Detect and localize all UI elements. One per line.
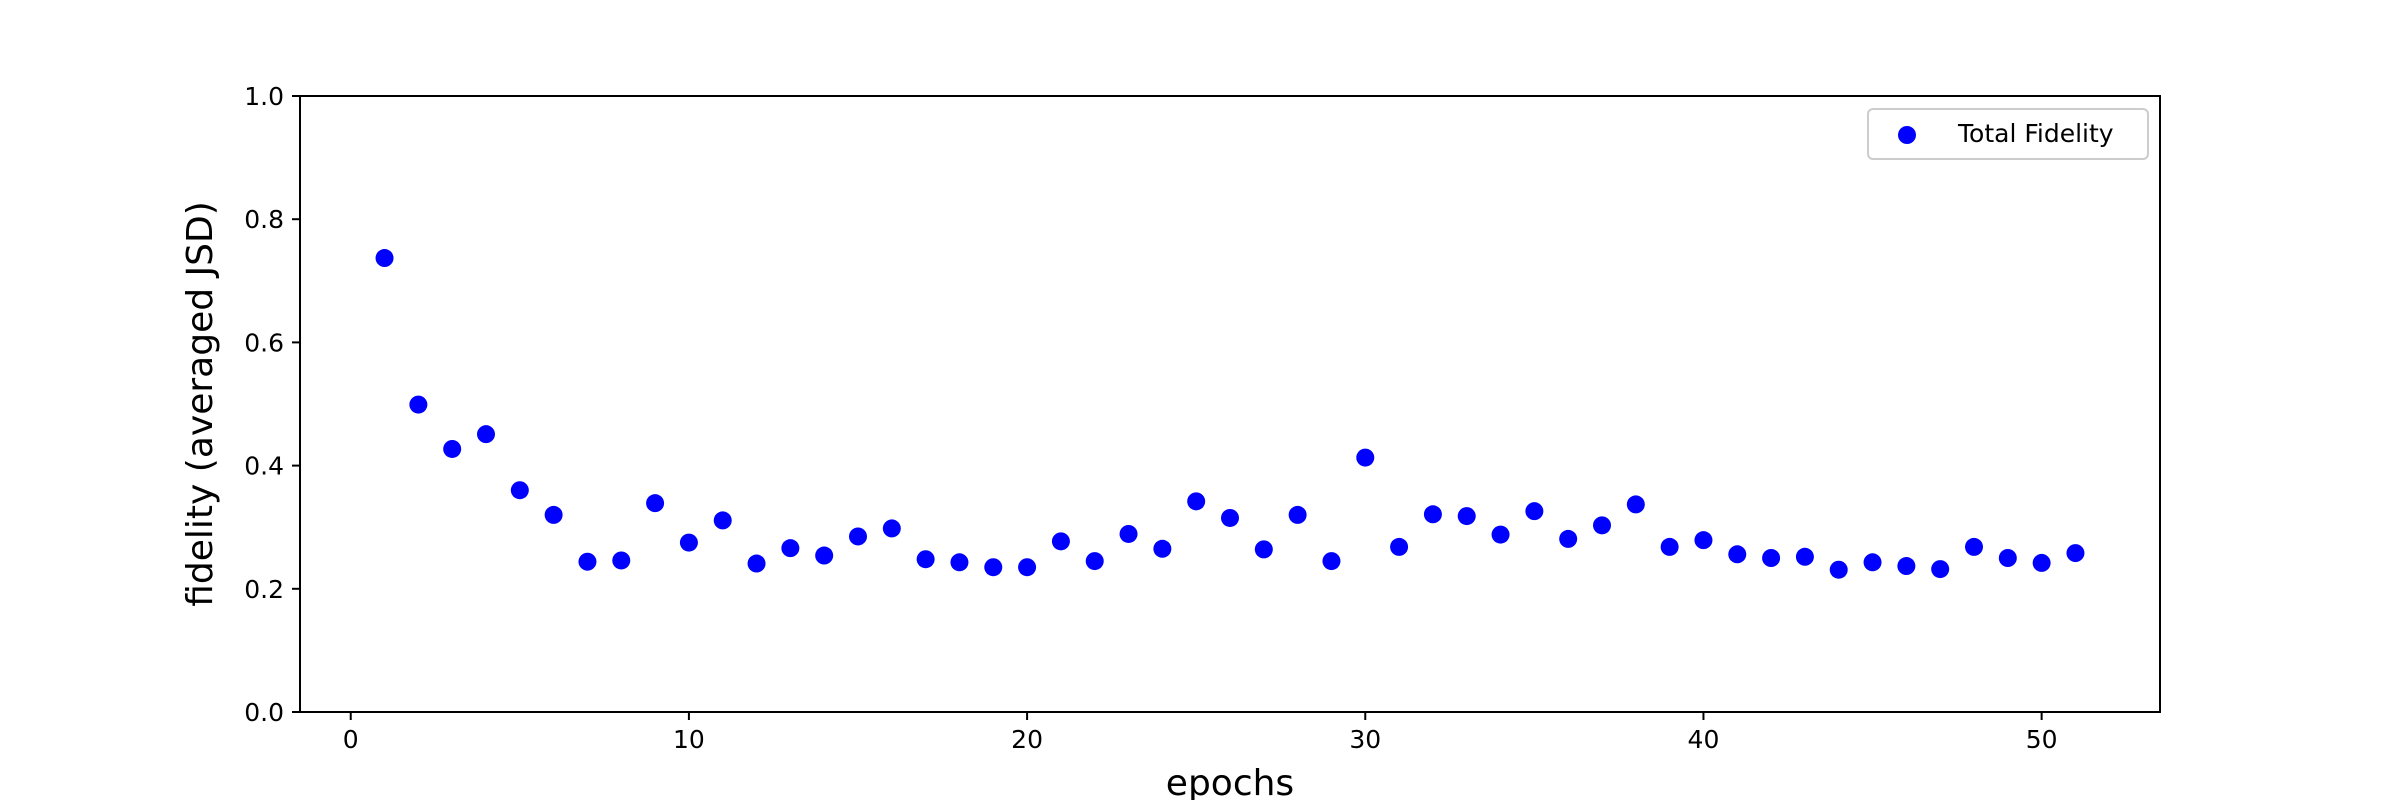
data-point	[1390, 537, 1409, 556]
data-point	[713, 511, 732, 530]
data-point	[1660, 537, 1679, 556]
data-point	[1525, 502, 1544, 521]
data-point	[510, 481, 529, 500]
legend-label-total-fidelity: Total Fidelity	[1957, 119, 2114, 148]
data-point	[1356, 448, 1375, 467]
data-point	[1559, 529, 1578, 548]
data-point	[1931, 560, 1950, 579]
data-point	[409, 395, 428, 414]
data-point	[477, 425, 495, 444]
y-tick-label: 0.4	[244, 452, 284, 481]
data-point	[1998, 549, 2017, 567]
y-axis: 0.0 0.2 0.4 0.6 0.8 1.0	[244, 82, 300, 727]
data-point	[2032, 553, 2051, 572]
x-tick-label: 0	[343, 725, 359, 754]
legend-marker	[1898, 126, 1916, 144]
x-tick-label: 20	[1011, 725, 1043, 754]
data-point	[781, 539, 800, 558]
data-point	[747, 554, 766, 573]
data-point	[916, 550, 935, 569]
data-point	[1762, 549, 1781, 567]
data-point	[950, 553, 969, 572]
data-point	[1423, 505, 1442, 524]
x-axis: 0 10 20 30 40 50	[343, 712, 2058, 754]
y-tick-label: 0.2	[244, 575, 284, 604]
data-point	[1322, 552, 1341, 571]
data-point	[815, 546, 834, 565]
data-point	[1051, 532, 1070, 551]
data-point	[1694, 531, 1713, 550]
data-point	[1288, 505, 1307, 524]
y-tick-label: 0.6	[244, 328, 284, 357]
y-tick-label: 0.0	[244, 698, 284, 727]
y-tick-label: 0.8	[244, 205, 284, 234]
plot-frame	[299, 95, 2161, 713]
x-axis-label: epochs	[1166, 763, 1294, 800]
data-point	[1593, 516, 1611, 535]
data-point	[544, 505, 563, 524]
legend-box	[1867, 108, 2149, 160]
data-point	[612, 551, 631, 570]
data-point	[1085, 552, 1104, 571]
data-point	[1897, 557, 1916, 576]
data-points	[375, 249, 2085, 579]
legend: Total Fidelity	[1867, 108, 2149, 160]
x-tick-label: 10	[673, 725, 705, 754]
data-point	[1254, 540, 1273, 559]
data-point	[1119, 524, 1138, 543]
y-axis-label: fidelity (averaged JSD)	[180, 201, 221, 607]
data-point	[1221, 508, 1239, 527]
data-point	[882, 519, 901, 538]
data-point	[1965, 537, 1983, 556]
data-point	[1457, 507, 1476, 526]
data-point	[1491, 525, 1510, 544]
x-tick-label: 30	[1349, 725, 1381, 754]
data-point	[1829, 560, 1848, 579]
data-point	[1795, 547, 1814, 566]
data-point	[1626, 495, 1645, 514]
y-tick-label: 1.0	[244, 82, 284, 111]
data-point	[443, 439, 462, 458]
data-point	[375, 249, 394, 268]
data-point	[679, 533, 698, 552]
data-point	[1187, 492, 1206, 511]
data-point	[578, 552, 597, 571]
data-point	[1153, 539, 1172, 558]
data-point	[984, 558, 1003, 577]
x-tick-label: 50	[2026, 725, 2058, 754]
data-point	[1728, 545, 1747, 564]
x-tick-label: 40	[1688, 725, 1720, 754]
data-point	[2066, 544, 2085, 563]
data-point	[1018, 558, 1037, 577]
data-point	[849, 527, 867, 546]
data-point	[1863, 553, 1882, 572]
data-point	[646, 494, 665, 513]
